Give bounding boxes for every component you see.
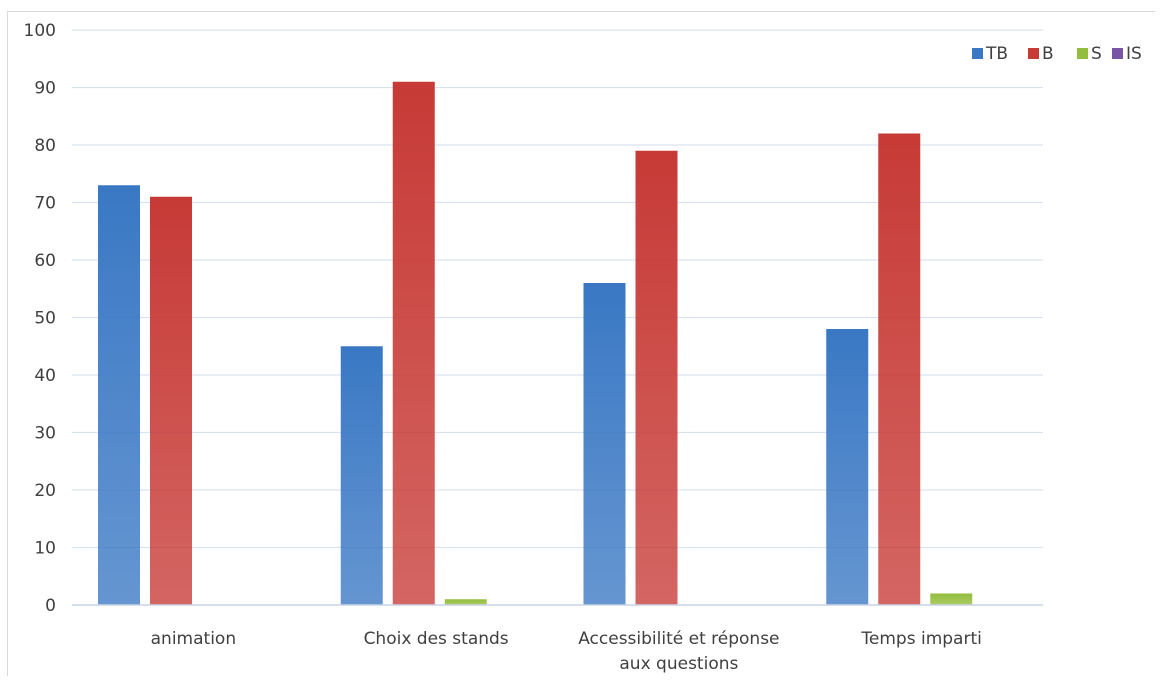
x-category-label: aux questions [619, 654, 738, 674]
y-tick-label: 100 [24, 21, 56, 41]
legend-swatch-tb [972, 48, 983, 59]
y-tick-label: 20 [34, 481, 56, 501]
y-tick-label: 40 [34, 366, 56, 386]
y-tick-label: 70 [34, 194, 56, 214]
legend-swatch-s [1077, 48, 1088, 59]
legend-label-is: IS [1126, 44, 1142, 64]
legend-label-tb: TB [985, 44, 1008, 64]
legend-swatch-b [1028, 48, 1039, 59]
x-category-label: Temps imparti [860, 629, 981, 649]
bar-tb [583, 283, 626, 605]
bar-b [150, 196, 192, 605]
x-axis: animation Choix des stands Accessibilité e… [72, 604, 1043, 674]
y-tick-label: 60 [34, 251, 56, 271]
bar-tb [826, 329, 869, 605]
bars [98, 81, 973, 605]
legend-swatch-is [1112, 48, 1123, 59]
bar-s [444, 599, 487, 605]
y-tick-label: 0 [45, 596, 56, 616]
x-category-label: animation [151, 629, 236, 649]
y-axis-ticks: 0 10 20 30 40 50 60 70 80 90 100 [24, 21, 56, 616]
y-tick-label: 80 [34, 136, 56, 156]
legend: TB B S IS [972, 44, 1142, 64]
y-tick-label: 90 [34, 79, 56, 99]
bar-b [878, 133, 921, 605]
bar-b [635, 150, 678, 605]
y-tick-label: 10 [34, 539, 56, 559]
chart-frame [7, 11, 1155, 676]
y-tick-label: 50 [34, 309, 56, 329]
bar-b [392, 81, 435, 605]
x-category-label: Accessibilité et réponse [578, 629, 779, 649]
bar-tb [98, 185, 140, 605]
legend-label-b: B [1042, 44, 1054, 64]
bar-s [930, 593, 973, 605]
y-tick-label: 30 [34, 424, 56, 444]
x-category-label: Choix des stands [364, 629, 509, 649]
bar-tb [340, 346, 383, 605]
legend-label-s: S [1091, 44, 1102, 64]
